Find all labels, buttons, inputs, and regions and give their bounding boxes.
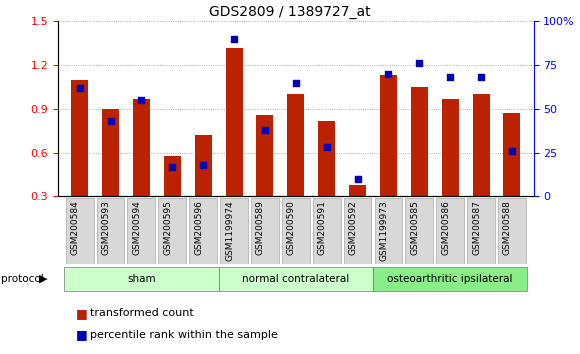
FancyBboxPatch shape [158,198,186,264]
Text: normal contralateral: normal contralateral [242,274,349,284]
Text: GDS2809 / 1389727_at: GDS2809 / 1389727_at [209,5,371,19]
FancyBboxPatch shape [97,198,124,264]
Point [322,144,331,150]
FancyBboxPatch shape [373,267,527,291]
Bar [503,113,520,196]
Text: GSM1199974: GSM1199974 [225,200,234,261]
Text: ■: ■ [75,328,87,341]
Bar [318,120,335,196]
Point [260,127,270,133]
FancyBboxPatch shape [66,198,93,264]
Point [291,80,300,85]
Text: GSM200584: GSM200584 [71,200,79,255]
FancyBboxPatch shape [251,198,279,264]
Text: GSM1199973: GSM1199973 [379,200,389,261]
Text: GSM200588: GSM200588 [503,200,512,255]
FancyBboxPatch shape [128,198,155,264]
Bar [195,135,212,196]
Text: GSM200586: GSM200586 [441,200,450,255]
FancyBboxPatch shape [282,198,310,264]
Text: sham: sham [127,274,155,284]
FancyBboxPatch shape [219,267,373,291]
Point [168,164,177,170]
Bar [442,99,459,196]
Text: percentile rank within the sample: percentile rank within the sample [90,330,278,339]
Bar [102,109,119,196]
Bar [71,80,88,196]
Point [415,61,424,66]
FancyBboxPatch shape [498,198,526,264]
FancyBboxPatch shape [220,198,248,264]
Bar [411,87,428,196]
Text: ▶: ▶ [39,274,48,284]
FancyBboxPatch shape [375,198,403,264]
FancyBboxPatch shape [436,198,464,264]
Bar [473,94,490,196]
Text: GSM200593: GSM200593 [102,200,111,255]
Point [230,36,239,42]
FancyBboxPatch shape [405,198,433,264]
Point [476,74,485,80]
Point [198,162,208,168]
FancyBboxPatch shape [189,198,217,264]
FancyBboxPatch shape [467,198,495,264]
Point [137,97,146,103]
Text: GSM200595: GSM200595 [163,200,172,255]
Text: osteoarthritic ipsilateral: osteoarthritic ipsilateral [387,274,513,284]
Bar [287,94,305,196]
Text: GSM200590: GSM200590 [287,200,296,255]
Point [508,148,517,154]
Point [106,118,115,124]
Text: GSM200591: GSM200591 [318,200,327,255]
Text: GSM200596: GSM200596 [194,200,203,255]
FancyBboxPatch shape [344,198,371,264]
Bar [164,156,181,196]
Bar [380,75,397,196]
Text: GSM200587: GSM200587 [472,200,481,255]
Point [353,176,362,182]
Bar [349,185,366,196]
Text: protocol: protocol [1,274,44,284]
Point [384,71,393,76]
Text: GSM200585: GSM200585 [410,200,419,255]
Point [75,85,84,91]
Text: GSM200589: GSM200589 [256,200,265,255]
Point [445,74,455,80]
Text: transformed count: transformed count [90,308,194,318]
Bar [226,47,242,196]
Text: GSM200594: GSM200594 [132,200,142,255]
Bar [133,99,150,196]
FancyBboxPatch shape [313,198,340,264]
Bar [256,115,273,196]
FancyBboxPatch shape [64,267,219,291]
Text: ■: ■ [75,307,87,320]
Text: GSM200592: GSM200592 [349,200,357,255]
